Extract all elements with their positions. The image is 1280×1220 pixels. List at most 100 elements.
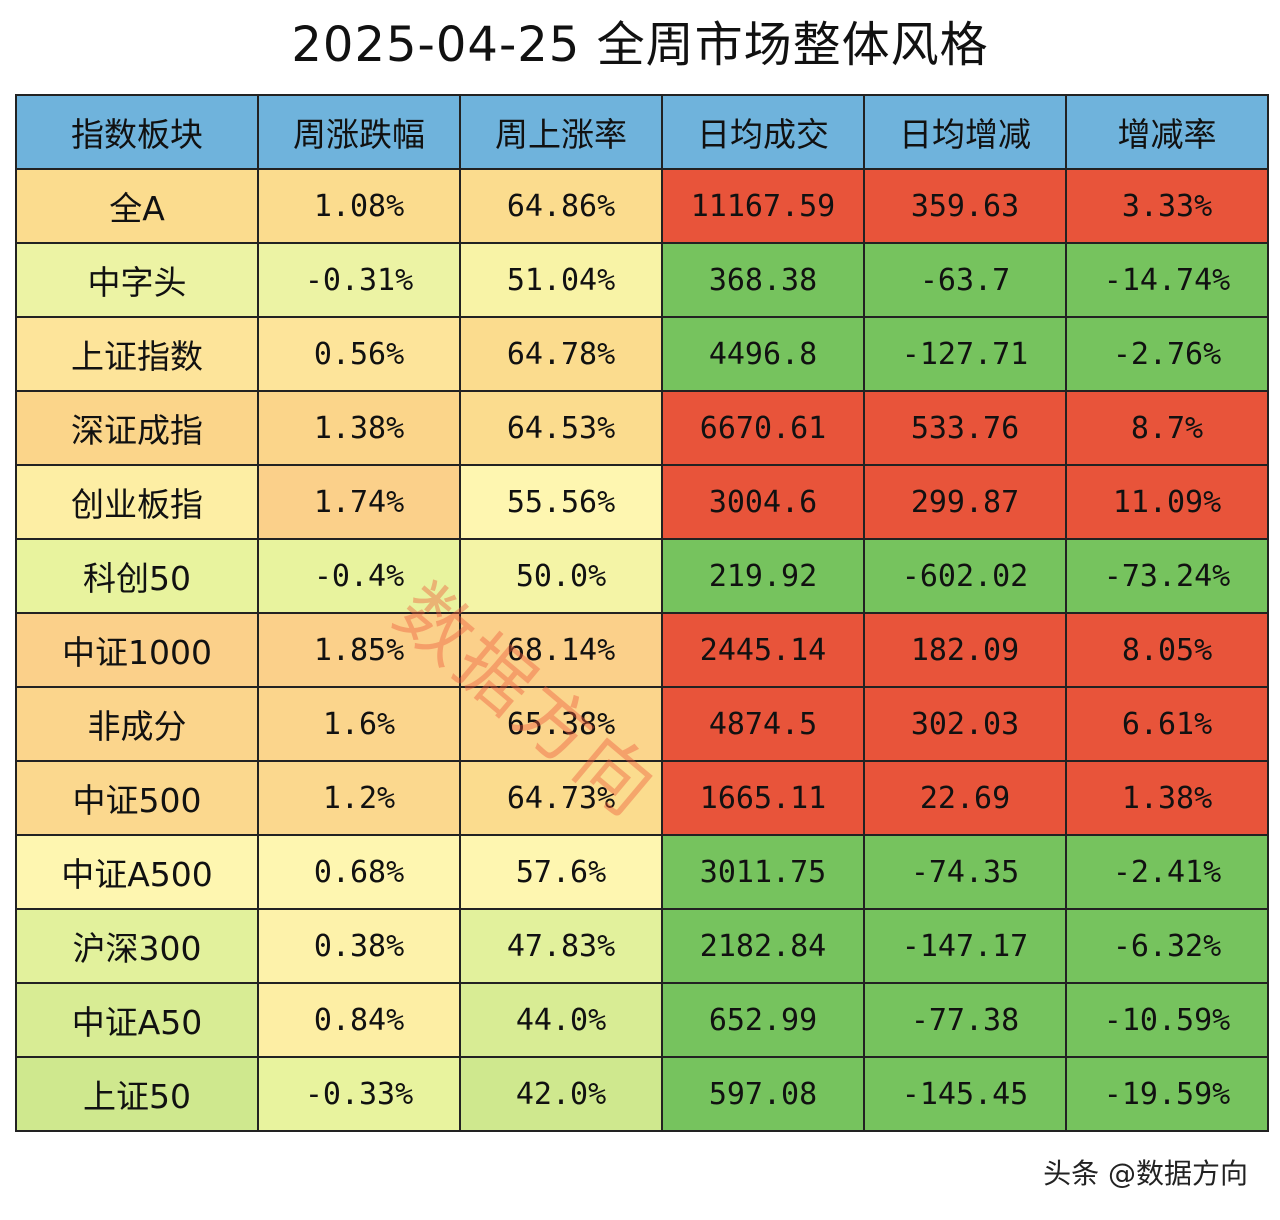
column-header-4: 日均增减 (863, 94, 1067, 170)
value-cell-增减率: 3.33% (1065, 168, 1269, 244)
value-cell-日均成交: 1665.11 (661, 760, 865, 836)
row-name-cell: 中证500 (15, 760, 259, 836)
value-cell-日均增减: -147.17 (863, 908, 1067, 984)
row-name-cell: 中证1000 (15, 612, 259, 688)
row-name-cell: 全A (15, 168, 259, 244)
value-cell-周涨跌幅: -0.33% (257, 1056, 461, 1132)
value-cell-周上涨率: 57.6% (459, 834, 663, 910)
value-cell-日均增减: -74.35 (863, 834, 1067, 910)
value-cell-日均成交: 3011.75 (661, 834, 865, 910)
value-cell-日均增减: -77.38 (863, 982, 1067, 1058)
value-cell-日均增减: 299.87 (863, 464, 1067, 540)
value-cell-增减率: 8.05% (1065, 612, 1269, 688)
value-cell-日均增减: -145.45 (863, 1056, 1067, 1132)
value-cell-日均增减: 182.09 (863, 612, 1067, 688)
value-cell-周涨跌幅: -0.31% (257, 242, 461, 318)
table-row: 科创50 -0.4% 50.0% 219.92 -602.02 -73.24% (15, 538, 1269, 614)
value-cell-周上涨率: 55.56% (459, 464, 663, 540)
value-cell-日均成交: 4496.8 (661, 316, 865, 392)
value-cell-周上涨率: 47.83% (459, 908, 663, 984)
value-cell-周涨跌幅: 1.85% (257, 612, 461, 688)
row-name-cell: 创业板指 (15, 464, 259, 540)
value-cell-周涨跌幅: 1.08% (257, 168, 461, 244)
value-cell-增减率: -10.59% (1065, 982, 1269, 1058)
row-name-cell: 上证50 (15, 1056, 259, 1132)
value-cell-周上涨率: 50.0% (459, 538, 663, 614)
table-row: 全A 1.08% 64.86% 11167.59 359.63 3.33% (15, 168, 1269, 244)
row-name-cell: 科创50 (15, 538, 259, 614)
column-header-5: 增减率 (1065, 94, 1269, 170)
value-cell-周涨跌幅: -0.4% (257, 538, 461, 614)
row-name-cell: 中证A50 (15, 982, 259, 1058)
table-row: 上证50 -0.33% 42.0% 597.08 -145.45 -19.59% (15, 1056, 1269, 1132)
value-cell-日均增减: 22.69 (863, 760, 1067, 836)
value-cell-日均成交: 4874.5 (661, 686, 865, 762)
value-cell-周上涨率: 68.14% (459, 612, 663, 688)
column-header-1: 周涨跌幅 (257, 94, 461, 170)
value-cell-日均成交: 3004.6 (661, 464, 865, 540)
value-cell-周上涨率: 44.0% (459, 982, 663, 1058)
column-header-0: 指数板块 (15, 94, 259, 170)
value-cell-增减率: 11.09% (1065, 464, 1269, 540)
value-cell-周涨跌幅: 1.6% (257, 686, 461, 762)
value-cell-日均成交: 11167.59 (661, 168, 865, 244)
table-body: 全A 1.08% 64.86% 11167.59 359.63 3.33% 中字头 -0.31… (15, 168, 1269, 1132)
table-row: 非成分 1.6% 65.38% 4874.5 302.03 6.61% (15, 686, 1269, 762)
row-name-cell: 深证成指 (15, 390, 259, 466)
table-row: 创业板指 1.74% 55.56% 3004.6 299.87 11.09% (15, 464, 1269, 540)
value-cell-日均成交: 2182.84 (661, 908, 865, 984)
value-cell-周上涨率: 64.86% (459, 168, 663, 244)
value-cell-周涨跌幅: 0.56% (257, 316, 461, 392)
table-row: 中证A500 0.68% 57.6% 3011.75 -74.35 -2.41% (15, 834, 1269, 910)
table-row: 中证500 1.2% 64.73% 1665.11 22.69 1.38% (15, 760, 1269, 836)
value-cell-日均成交: 597.08 (661, 1056, 865, 1132)
column-header-2: 周上涨率 (459, 94, 663, 170)
value-cell-日均成交: 652.99 (661, 982, 865, 1058)
value-cell-周涨跌幅: 0.38% (257, 908, 461, 984)
value-cell-增减率: -6.32% (1065, 908, 1269, 984)
table-row: 中证A50 0.84% 44.0% 652.99 -77.38 -10.59% (15, 982, 1269, 1058)
source-credit: 头条 @数据方向 (1043, 1157, 1248, 1190)
row-name-cell: 中证A500 (15, 834, 259, 910)
value-cell-日均增减: 359.63 (863, 168, 1067, 244)
row-name-cell: 中字头 (15, 242, 259, 318)
table-row: 中证1000 1.85% 68.14% 2445.14 182.09 8.05% (15, 612, 1269, 688)
row-name-cell: 上证指数 (15, 316, 259, 392)
value-cell-周涨跌幅: 0.84% (257, 982, 461, 1058)
table-row: 中字头 -0.31% 51.04% 368.38 -63.7 -14.74% (15, 242, 1269, 318)
row-name-cell: 沪深300 (15, 908, 259, 984)
value-cell-周涨跌幅: 1.38% (257, 390, 461, 466)
row-name-cell: 非成分 (15, 686, 259, 762)
market-style-table: 指数板块 周涨跌幅 周上涨率 日均成交 日均增减 增减率 全A 1.08% 64.86% 111… (15, 94, 1269, 1132)
chart-title: 2025-04-25 全周市场整体风格 (291, 17, 989, 73)
value-cell-增减率: 6.61% (1065, 686, 1269, 762)
value-cell-周上涨率: 64.73% (459, 760, 663, 836)
value-cell-周上涨率: 65.38% (459, 686, 663, 762)
value-cell-增减率: -19.59% (1065, 1056, 1269, 1132)
value-cell-周上涨率: 51.04% (459, 242, 663, 318)
value-cell-周涨跌幅: 1.2% (257, 760, 461, 836)
value-cell-日均增减: 533.76 (863, 390, 1067, 466)
value-cell-增减率: -14.74% (1065, 242, 1269, 318)
table-row: 沪深300 0.38% 47.83% 2182.84 -147.17 -6.32% (15, 908, 1269, 984)
value-cell-日均增减: 302.03 (863, 686, 1067, 762)
value-cell-周涨跌幅: 1.74% (257, 464, 461, 540)
value-cell-增减率: -2.76% (1065, 316, 1269, 392)
value-cell-增减率: -2.41% (1065, 834, 1269, 910)
table-row: 深证成指 1.38% 64.53% 6670.61 533.76 8.7% (15, 390, 1269, 466)
value-cell-日均成交: 219.92 (661, 538, 865, 614)
value-cell-日均增减: -602.02 (863, 538, 1067, 614)
table-row: 上证指数 0.56% 64.78% 4496.8 -127.71 -2.76% (15, 316, 1269, 392)
value-cell-周上涨率: 64.53% (459, 390, 663, 466)
value-cell-日均成交: 368.38 (661, 242, 865, 318)
value-cell-周涨跌幅: 0.68% (257, 834, 461, 910)
column-header-3: 日均成交 (661, 94, 865, 170)
value-cell-增减率: 8.7% (1065, 390, 1269, 466)
value-cell-增减率: -73.24% (1065, 538, 1269, 614)
value-cell-周上涨率: 64.78% (459, 316, 663, 392)
value-cell-日均增减: -127.71 (863, 316, 1067, 392)
value-cell-周上涨率: 42.0% (459, 1056, 663, 1132)
value-cell-日均增减: -63.7 (863, 242, 1067, 318)
table-header-row: 指数板块 周涨跌幅 周上涨率 日均成交 日均增减 增减率 (15, 94, 1269, 170)
value-cell-日均成交: 6670.61 (661, 390, 865, 466)
